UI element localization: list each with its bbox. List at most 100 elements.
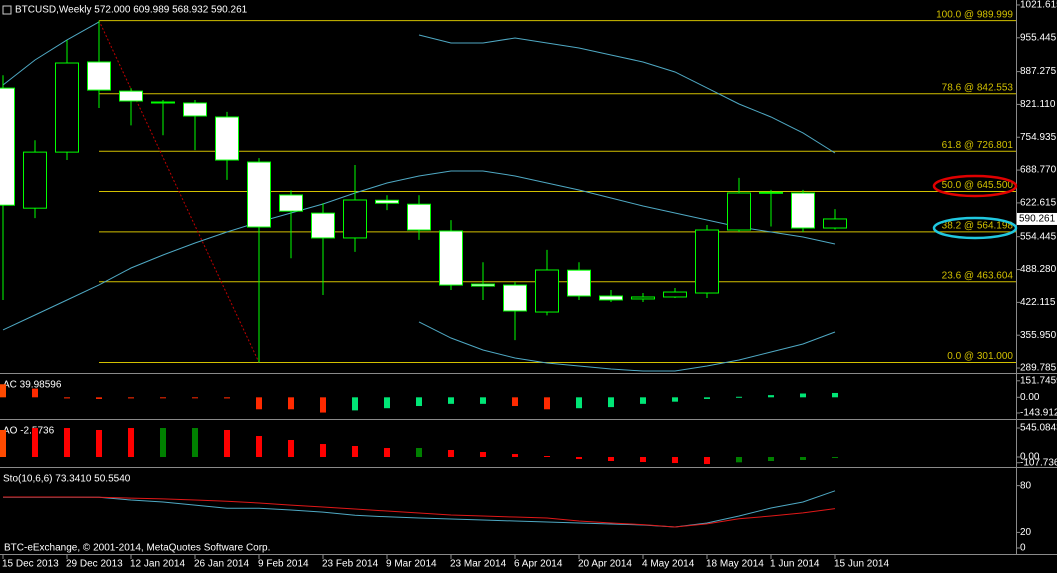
symbol-icon <box>2 5 12 15</box>
histogram-bar <box>256 397 262 410</box>
candle-body <box>471 283 495 287</box>
candle-body <box>343 199 367 239</box>
histogram-bar <box>128 428 134 458</box>
candle-body <box>215 116 239 161</box>
candle-body <box>695 229 719 294</box>
x-tick-label: 9 Feb 2014 <box>258 559 309 570</box>
panel-title: AO -2.5736 <box>3 426 55 437</box>
fib-label: 0.0 @ 301.000 <box>947 351 1013 362</box>
y-tick-label: 151.7459 <box>1020 375 1057 386</box>
y-tick-label: 545.0843 <box>1020 423 1057 434</box>
current-price-label: 590.261 <box>1019 214 1056 225</box>
histogram-bar <box>704 457 710 465</box>
histogram-bar <box>160 397 166 399</box>
y-tick-label: 20 <box>1020 527 1032 538</box>
histogram-bar <box>256 436 262 458</box>
panel-title: Sto(10,6,6) 73.3410 50.5540 <box>3 474 131 485</box>
y-tick-label: 80 <box>1020 480 1032 491</box>
histogram-bar <box>352 397 358 411</box>
y-tick-label: 0 <box>1020 543 1026 554</box>
histogram-bar <box>672 457 678 464</box>
histogram-bar <box>64 397 70 399</box>
histogram-bar <box>832 457 838 459</box>
candle-body <box>663 291 687 298</box>
histogram-bar <box>288 439 294 458</box>
histogram-bar <box>160 428 166 458</box>
candle-body <box>727 192 751 231</box>
y-tick-label: 0.00 <box>1020 392 1040 403</box>
histogram-bar <box>736 396 742 398</box>
x-tick-label: 23 Feb 2014 <box>322 559 379 570</box>
histogram-bar <box>544 397 550 410</box>
y-tick-label: 754.935 <box>1020 132 1057 143</box>
histogram-bar <box>192 428 198 458</box>
histogram-bar <box>448 449 454 458</box>
footnote: BTC-eExchange, © 2001-2014, MetaQuotes S… <box>4 543 270 554</box>
histogram-bar <box>32 428 38 458</box>
candle-body <box>87 61 111 91</box>
histogram-bar <box>64 428 70 458</box>
histogram-bar <box>768 395 774 398</box>
candle-body <box>791 192 815 229</box>
fib-label: 50.0 @ 645.500 <box>942 180 1014 191</box>
histogram-bar <box>672 397 678 402</box>
y-tick-label: -143.9121 <box>1020 408 1057 419</box>
y-tick-label: 622.615 <box>1020 198 1057 209</box>
panel-title: BTCUSD,Weekly 572.000 609.989 568.932 59… <box>15 5 248 16</box>
y-tick-label: 289.785 <box>1020 363 1057 374</box>
histogram-bar <box>320 444 326 458</box>
histogram-bar <box>448 397 454 404</box>
candle-body <box>631 296 655 300</box>
candle-body <box>375 199 399 204</box>
band-line <box>2 170 836 331</box>
histogram-bar <box>576 397 582 409</box>
candle-body <box>503 284 527 312</box>
histogram-bar <box>512 454 518 458</box>
x-tick-label: 23 Mar 2014 <box>450 559 507 570</box>
histogram-bar <box>0 384 6 398</box>
candle-body <box>151 101 175 104</box>
candle-body <box>311 212 335 239</box>
histogram-bar <box>608 397 614 408</box>
x-tick-label: 4 May 2014 <box>642 559 695 570</box>
histogram-bar <box>480 397 486 404</box>
x-tick-label: 26 Jan 2014 <box>194 559 249 570</box>
histogram-bar <box>640 397 646 404</box>
y-tick-label: 887.275 <box>1020 66 1057 77</box>
candle-body <box>0 87 15 206</box>
candle-body <box>247 161 271 228</box>
fib-label: 100.0 @ 989.999 <box>936 9 1013 20</box>
fib-anchor-line <box>98 20 260 363</box>
histogram-bar <box>768 457 774 461</box>
y-tick-label: 554.445 <box>1020 231 1057 242</box>
histogram-bar <box>32 388 38 398</box>
candle-body <box>759 191 783 194</box>
histogram-bar <box>800 393 806 398</box>
indicator-line <box>3 496 836 528</box>
histogram-bar <box>608 457 614 461</box>
histogram-bar <box>224 429 230 458</box>
x-tick-label: 1 Jun 2014 <box>770 559 820 570</box>
histogram-bar <box>352 446 358 458</box>
histogram-bar <box>288 397 294 410</box>
highlight-circle <box>932 174 1018 198</box>
histogram-bar <box>544 456 550 458</box>
histogram-bar <box>96 397 102 399</box>
candle-body <box>599 295 623 301</box>
histogram-bar <box>384 397 390 409</box>
y-tick-label: 488.280 <box>1020 264 1057 275</box>
histogram-bar <box>128 397 134 399</box>
x-tick-label: 29 Dec 2013 <box>66 559 123 570</box>
histogram-bar <box>736 457 742 463</box>
histogram-bar <box>0 429 6 458</box>
y-tick-label: 1021.615 <box>1020 0 1057 11</box>
candle-body <box>183 102 207 117</box>
histogram-bar <box>320 397 326 413</box>
candle-body <box>279 194 303 212</box>
y-tick-label: 821.110 <box>1020 99 1056 110</box>
y-tick-label: 688.770 <box>1020 165 1057 176</box>
x-tick-label: 12 Jan 2014 <box>130 559 185 570</box>
histogram-bar <box>192 397 198 399</box>
